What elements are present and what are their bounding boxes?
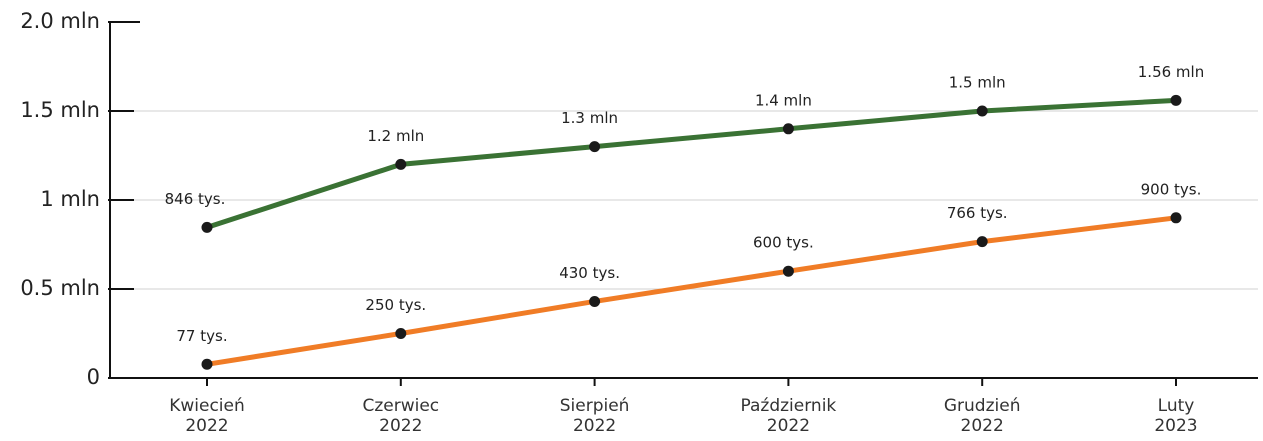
y-tick-label: 1 mln xyxy=(40,187,100,211)
data-label: 77 tys. xyxy=(176,327,227,345)
y-tick-label: 2.0 mln xyxy=(20,9,100,33)
data-point xyxy=(395,158,407,170)
x-tick-label: Grudzień 2022 xyxy=(943,396,1021,436)
data-point xyxy=(782,265,794,277)
data-point xyxy=(201,221,213,233)
data-point xyxy=(1170,212,1182,224)
series-line xyxy=(206,97,1177,230)
data-point xyxy=(782,123,794,135)
data-label: 430 tys. xyxy=(559,264,620,282)
x-tick-label: Październik 2022 xyxy=(740,396,837,436)
data-label: 250 tys. xyxy=(365,296,426,314)
data-label: 900 tys. xyxy=(1141,180,1202,198)
data-label: 766 tys. xyxy=(947,204,1008,222)
data-point xyxy=(201,358,213,370)
data-point xyxy=(589,141,601,153)
series-line xyxy=(206,215,1177,367)
x-tick-label: Kwiecień 2022 xyxy=(169,396,245,436)
y-tick-label: 1.5 mln xyxy=(20,98,100,122)
data-point xyxy=(1170,94,1182,106)
data-point xyxy=(976,236,988,248)
y-tick-label: 0 xyxy=(87,365,100,389)
x-tick-label: Sierpień 2022 xyxy=(559,396,630,436)
data-point xyxy=(976,105,988,117)
x-tick-label: Luty 2023 xyxy=(1154,396,1198,436)
data-label: 1.5 mln xyxy=(949,74,1006,92)
y-tick-label: 0.5 mln xyxy=(20,276,100,300)
data-label: 600 tys. xyxy=(753,234,814,252)
data-label: 1.3 mln xyxy=(561,109,618,127)
data-label: 846 tys. xyxy=(165,190,226,208)
data-label: 1.4 mln xyxy=(755,91,812,109)
data-point xyxy=(395,328,407,339)
data-label: 1.2 mln xyxy=(367,127,424,145)
x-tick-label: Czerwiec 2022 xyxy=(362,396,440,436)
data-point xyxy=(589,295,601,307)
data-label: 1.56 mln xyxy=(1138,63,1204,81)
